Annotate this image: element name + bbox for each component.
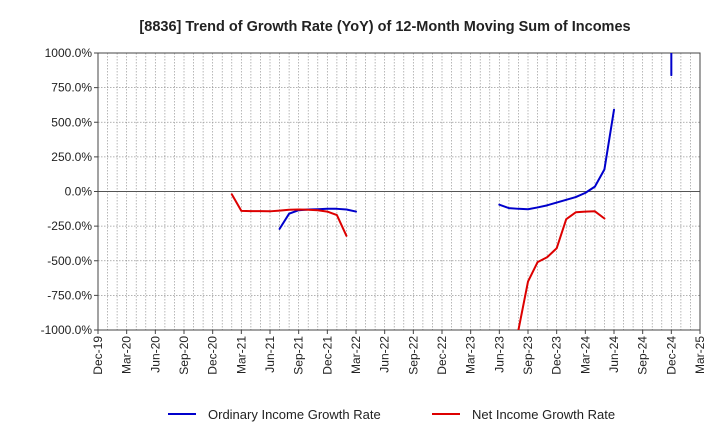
grid-lines [97,52,701,331]
y-tick-label: -1000.0% [41,323,93,337]
y-tick-label: 1000.0% [45,46,93,60]
x-tick-label: Dec-21 [320,336,334,375]
x-tick-label: Jun-24 [607,336,621,373]
x-tick-label: Jun-22 [378,336,392,373]
x-tick-label: Dec-22 [435,336,449,375]
legend: Ordinary Income Growth Rate Net Income Gr… [168,407,615,422]
x-tick-label: Mar-23 [464,336,478,374]
x-tick-label: Dec-24 [664,336,678,375]
y-tick-label: 250.0% [51,150,92,164]
x-tick-label: Sep-22 [406,336,420,375]
y-tick-label: -500.0% [47,254,92,268]
axes: 1000.0% 750.0% 500.0% 250.0% 0.0% -250.0% -500… [41,46,707,375]
series-line-net-income [230,193,348,237]
x-tick-label: Sep-20 [177,336,191,375]
x-tick-label: Dec-23 [550,336,564,375]
x-tick-label: Mar-20 [120,336,134,374]
y-tick-label: -250.0% [47,219,92,233]
series-lines [230,53,673,330]
chart-title: [8836] Trend of Growth Rate (YoY) of 12-… [139,19,630,35]
x-tick-label: Mar-22 [349,336,363,374]
legend-label: Net Income Growth Rate [472,407,615,422]
x-tick-label: Sep-21 [292,336,306,375]
y-tick-label: -750.0% [47,288,92,302]
x-tick-label: Mar-21 [234,336,248,374]
x-tick-label: Jun-23 [492,336,506,373]
x-tick-label: Dec-19 [91,336,105,375]
x-tick-label: Dec-20 [206,336,220,375]
y-tick-label: 750.0% [51,81,92,95]
legend-label: Ordinary Income Growth Rate [208,407,381,422]
series-line-ordinary-income [498,108,615,211]
series-line-net-income [517,210,606,330]
x-tick-label: Sep-23 [521,336,535,375]
x-tick-label: Sep-24 [636,336,650,375]
y-tick-label: 500.0% [51,115,92,129]
x-tick-label: Jun-20 [148,336,162,373]
x-tick-label: Mar-24 [578,336,592,374]
y-tick-label: 0.0% [65,185,93,199]
x-tick-label: Jun-21 [263,336,277,373]
x-tick-label: Mar-25 [693,336,707,374]
